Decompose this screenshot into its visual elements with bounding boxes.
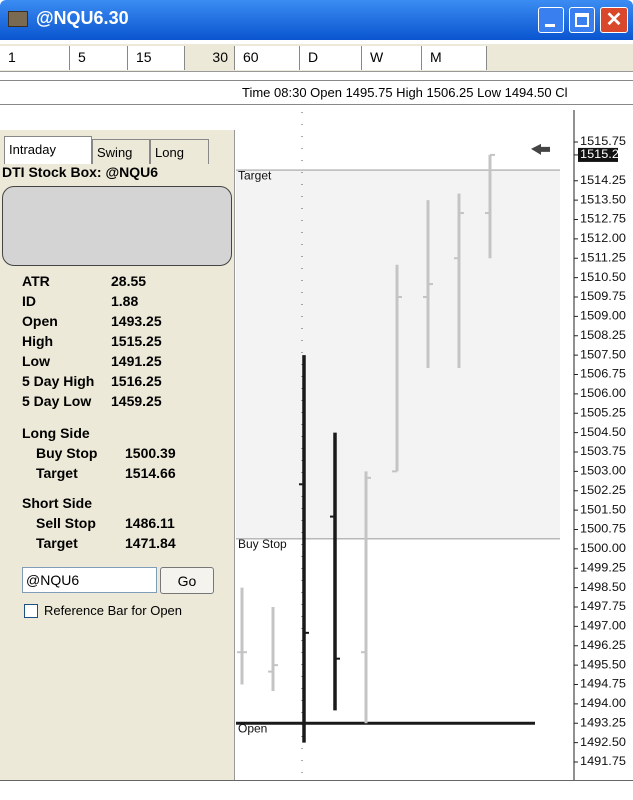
price-label: 1496.25 xyxy=(580,638,626,652)
current-price-highlight xyxy=(578,147,618,162)
checkbox[interactable] xyxy=(24,604,38,618)
price-label: 1506.75 xyxy=(580,367,626,381)
section-label: Sell Stop xyxy=(36,515,96,531)
stat-value: 28.55 xyxy=(111,273,147,289)
section-value: 1486.11 xyxy=(125,515,175,531)
price-label: 1500.75 xyxy=(580,522,626,536)
price-label: 1504.50 xyxy=(580,425,626,439)
go-button[interactable]: Go xyxy=(160,567,214,594)
price-label: 1501.50 xyxy=(580,502,626,516)
minimize-button[interactable] xyxy=(538,7,564,33)
price-label: 1506.00 xyxy=(580,386,626,400)
price-label: 1514.25 xyxy=(580,173,626,187)
price-label: 1507.50 xyxy=(580,347,626,361)
section-value: 1471.84 xyxy=(125,535,176,551)
interval-tab[interactable]: 30 xyxy=(185,46,235,70)
price-label: 1497.75 xyxy=(580,599,626,613)
section-label: Target xyxy=(36,465,78,481)
interval-tab[interactable]: 60 xyxy=(235,46,300,70)
price-label: 1505.25 xyxy=(580,405,626,419)
stat-value: 1491.25 xyxy=(111,353,162,369)
price-label: 1503.00 xyxy=(580,464,626,478)
price-label: 1512.00 xyxy=(580,231,626,245)
interval-tab[interactable]: 1 xyxy=(0,46,70,70)
interval-tab-bar: 1 5 15 30 60 D W M xyxy=(0,44,633,72)
stat-value: 1.88 xyxy=(111,293,139,309)
stat-label: ID xyxy=(22,293,36,309)
time-axis-bar xyxy=(0,780,633,800)
stat-label: Open xyxy=(22,313,58,329)
level-label: Buy Stop xyxy=(238,537,287,551)
price-label: 1515.25 xyxy=(580,147,626,161)
interval-tab[interactable]: 15 xyxy=(128,46,185,70)
interval-tab[interactable]: M xyxy=(422,46,487,70)
stat-value: 1459.25 xyxy=(111,393,162,409)
price-label: 1495.50 xyxy=(580,657,626,671)
stat-label: ATR xyxy=(22,273,50,289)
price-label: 1494.00 xyxy=(580,696,626,710)
section-title: Long Side xyxy=(22,425,90,441)
level-label: Target xyxy=(238,168,272,182)
price-label: 1509.00 xyxy=(580,309,626,323)
section-value: 1514.66 xyxy=(125,465,176,481)
info-bar: Time 08:30 Open 1495.75 High 1506.25 Low… xyxy=(0,80,633,105)
price-label: 1500.00 xyxy=(580,541,626,555)
section-label: Buy Stop xyxy=(36,445,98,461)
price-label: 1511.25 xyxy=(580,250,626,264)
interval-tab[interactable]: D xyxy=(300,46,362,70)
display-box xyxy=(2,186,232,266)
close-button[interactable]: ✕ xyxy=(600,7,628,33)
price-label: 1493.25 xyxy=(580,715,626,729)
price-label: 1491.75 xyxy=(580,754,626,768)
price-label: 1508.25 xyxy=(580,328,626,342)
info-line: Time 08:30 Open 1495.75 High 1506.25 Low… xyxy=(242,85,568,100)
stat-value: 1515.25 xyxy=(111,333,162,349)
price-label: 1510.50 xyxy=(580,270,626,284)
price-label: 1502.25 xyxy=(580,483,626,497)
stock-box-panel: Intraday Swing Long DTI Stock Box: @NQU6 ATR… xyxy=(0,130,235,780)
stat-label: High xyxy=(22,333,54,349)
price-label: 1512.75 xyxy=(580,212,626,226)
window-title: @NQU6.30 xyxy=(36,8,129,28)
section-value: 1500.39 xyxy=(125,445,176,461)
panel-tab[interactable]: Swing xyxy=(92,139,150,164)
stat-label: 5 Day Low xyxy=(22,393,92,409)
price-label: 1494.75 xyxy=(580,677,626,691)
interval-tab[interactable]: W xyxy=(362,46,422,70)
price-label: 1513.50 xyxy=(580,192,626,206)
stat-label: 5 Day High xyxy=(22,373,95,389)
current-price-arrow xyxy=(531,143,550,155)
price-label: 1498.50 xyxy=(580,580,626,594)
price-label: 1492.50 xyxy=(580,735,626,749)
panel-tab[interactable]: Long xyxy=(150,139,209,164)
price-label: 1509.75 xyxy=(580,289,626,303)
maximize-button[interactable] xyxy=(569,7,595,33)
interval-tab[interactable]: 5 xyxy=(70,46,128,70)
stat-value: 1493.25 xyxy=(111,313,162,329)
section-label: Target xyxy=(36,535,78,551)
checkbox-label: Reference Bar for Open xyxy=(44,603,183,618)
level-label: Open xyxy=(238,721,267,735)
section-title: Short Side xyxy=(22,495,93,511)
title-bar: @NQU6.30 ✕ xyxy=(0,0,633,40)
stat-label: Low xyxy=(22,353,50,369)
panel-tab[interactable]: Intraday xyxy=(4,136,92,164)
price-label: 1499.25 xyxy=(580,560,626,574)
price-label: 1515.75 xyxy=(580,134,626,148)
app-icon xyxy=(8,11,28,27)
panel-heading: DTI Stock Box: @NQU6 xyxy=(2,164,159,180)
price-label: 1497.00 xyxy=(580,619,626,633)
stat-value: 1516.25 xyxy=(111,373,162,389)
price-label: 1503.75 xyxy=(580,444,626,458)
symbol-input[interactable]: @NQU6 xyxy=(22,567,157,593)
